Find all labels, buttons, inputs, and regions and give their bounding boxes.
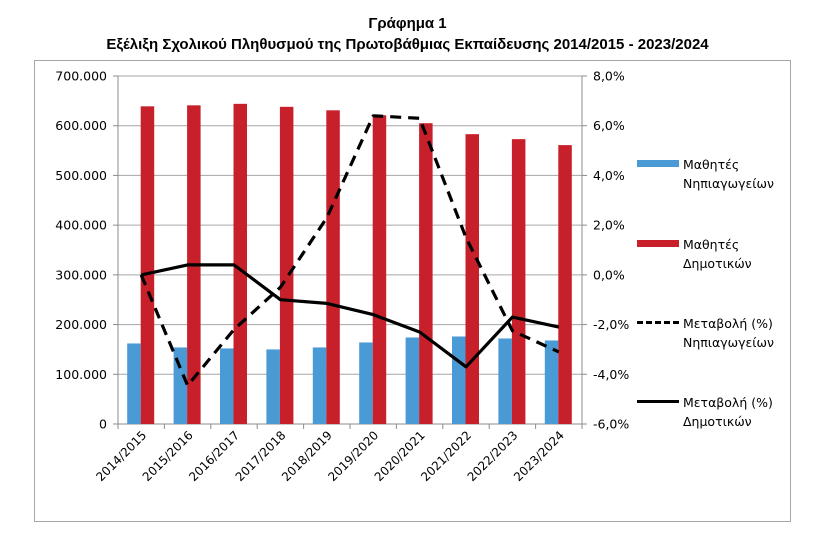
legend-swatch-dashed-line: [637, 321, 679, 324]
legend-label: Μεταβολή (%): [683, 316, 773, 331]
legend-item: Μαθητές Δημοτικών: [637, 235, 797, 273]
chart-title: Γράφημα 1: [368, 15, 447, 32]
bar: [312, 347, 327, 424]
bar: [359, 342, 373, 424]
bar: [220, 348, 234, 424]
bar: [326, 110, 340, 424]
y-axis-tick-label: 600.000: [55, 118, 107, 133]
x-axis-category-label: 2023/2024: [511, 428, 567, 484]
y-axis-tick-label: 700.000: [55, 69, 107, 84]
bar: [266, 349, 280, 424]
y-axis-tick-label: 100.000: [55, 367, 107, 382]
bar: [140, 106, 155, 424]
bar: [544, 340, 559, 424]
legend-label: Μεταβολή (%): [683, 395, 773, 410]
bar: [372, 115, 387, 424]
legend-label: Μαθητές: [683, 237, 740, 252]
y2-axis-tick-label: 8,0%: [593, 69, 625, 84]
y2-axis-tick-label: 6,0%: [593, 118, 625, 133]
bar: [279, 106, 294, 424]
bar: [465, 134, 479, 424]
bar: [405, 337, 420, 424]
chart-frame: [34, 60, 791, 522]
y-axis-tick-label: 300.000: [55, 267, 107, 282]
legend-label: Νηπιαγωγείων: [683, 335, 774, 350]
legend-item: Μεταβολή (%) Νηπιαγωγείων: [637, 314, 797, 352]
bar: [419, 123, 433, 424]
y-axis-tick-label: 200.000: [55, 317, 107, 332]
line-series-solid: [140, 263, 560, 369]
y2-axis-tick-label: -4,0%: [593, 367, 629, 382]
line-series-dashed: [139, 114, 560, 388]
y2-axis-tick-label: 4,0%: [593, 168, 625, 183]
bar: [173, 347, 188, 424]
bar: [452, 336, 466, 424]
legend-item: Μαθητές Νηπιαγωγείων: [637, 155, 797, 193]
chart-subtitle: Εξέλιξη Σχολικού Πληθυσμού της Πρωτοβάθμ…: [106, 36, 709, 53]
y2-axis-tick-label: 0,0%: [593, 267, 625, 282]
legend-label: Δημοτικών: [683, 256, 752, 271]
y2-axis-tick-label: -2,0%: [593, 317, 629, 332]
bar: [233, 103, 247, 424]
y-axis-tick-label: 500.000: [55, 168, 107, 183]
bar: [127, 343, 141, 424]
y-axis-tick-label: 0: [99, 417, 107, 432]
bar: [558, 145, 572, 425]
legend-label: Νηπιαγωγείων: [683, 176, 774, 191]
y2-axis-tick-label: -6,0%: [593, 417, 629, 432]
legend-label: Μαθητές: [683, 157, 740, 172]
bar: [498, 338, 512, 424]
bar: [511, 139, 526, 424]
y2-axis-tick-label: 2,0%: [593, 218, 625, 233]
legend-swatch-bar: [637, 240, 679, 247]
legend-swatch-bar: [637, 160, 679, 167]
legend-label: Δημοτικών: [683, 414, 752, 429]
y-axis-tick-label: 400.000: [55, 218, 107, 233]
legend-swatch-solid-line: [637, 400, 679, 403]
legend-item: Μεταβολή (%) Δημοτικών: [637, 393, 797, 431]
